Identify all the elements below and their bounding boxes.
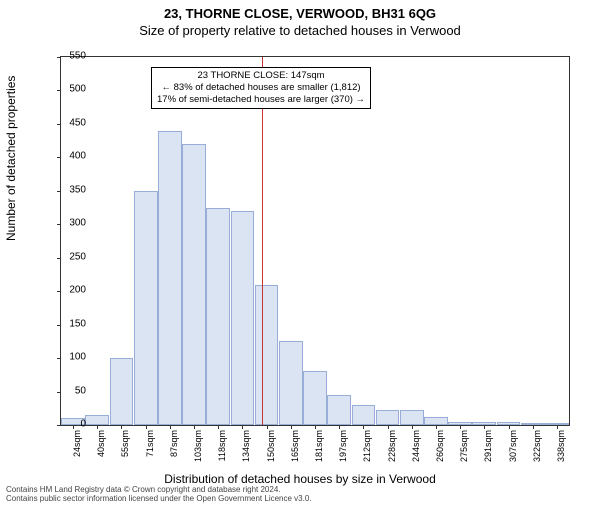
histogram-bar	[400, 410, 424, 425]
xtick-mark	[146, 425, 147, 429]
xtick-mark	[484, 425, 485, 429]
footer-attribution: Contains HM Land Registry data © Crown c…	[6, 486, 312, 504]
ytick-label: 200	[56, 285, 86, 296]
histogram-bar	[352, 405, 376, 425]
y-axis-label: Number of detached properties	[4, 76, 18, 241]
histogram-bar	[255, 285, 279, 426]
marker-line	[262, 57, 263, 425]
x-axis-label: Distribution of detached houses by size …	[0, 472, 600, 486]
histogram-bar	[206, 208, 230, 425]
xtick-mark	[242, 425, 243, 429]
xtick-label: 322sqm	[532, 430, 542, 470]
histogram-bar	[303, 371, 327, 425]
xtick-label: 228sqm	[387, 430, 397, 470]
callout-line: ← 83% of detached houses are smaller (1,…	[157, 82, 365, 94]
xtick-mark	[363, 425, 364, 429]
title-main: 23, THORNE CLOSE, VERWOOD, BH31 6QG	[0, 6, 600, 21]
title-sub: Size of property relative to detached ho…	[0, 23, 600, 38]
xtick-label: 307sqm	[508, 430, 518, 470]
ytick-label: 550	[56, 51, 86, 62]
ytick-label: 0	[56, 419, 86, 430]
histogram-bar	[110, 358, 134, 425]
xtick-label: 212sqm	[362, 430, 372, 470]
xtick-mark	[557, 425, 558, 429]
callout-line: 23 THORNE CLOSE: 147sqm	[157, 70, 365, 82]
xtick-mark	[218, 425, 219, 429]
histogram-bar	[279, 341, 303, 425]
ytick-label: 50	[56, 385, 86, 396]
xtick-label: 338sqm	[556, 430, 566, 470]
xtick-label: 165sqm	[290, 430, 300, 470]
xtick-mark	[194, 425, 195, 429]
xtick-label: 40sqm	[96, 430, 106, 470]
xtick-mark	[339, 425, 340, 429]
histogram-bar	[424, 417, 448, 425]
xtick-label: 55sqm	[120, 430, 130, 470]
histogram-bar	[376, 410, 400, 425]
xtick-label: 24sqm	[72, 430, 82, 470]
xtick-label: 291sqm	[483, 430, 493, 470]
callout-line: 17% of semi-detached houses are larger (…	[157, 94, 365, 106]
xtick-label: 275sqm	[459, 430, 469, 470]
xtick-mark	[436, 425, 437, 429]
histogram-bar	[327, 395, 351, 425]
ytick-label: 300	[56, 218, 86, 229]
xtick-mark	[267, 425, 268, 429]
xtick-label: 71sqm	[145, 430, 155, 470]
ytick-label: 350	[56, 184, 86, 195]
ytick-label: 150	[56, 318, 86, 329]
histogram-chart: 23 THORNE CLOSE: 147sqm← 83% of detached…	[60, 56, 570, 426]
xtick-label: 260sqm	[435, 430, 445, 470]
ytick-label: 100	[56, 352, 86, 363]
xtick-label: 103sqm	[193, 430, 203, 470]
histogram-bar	[134, 191, 158, 425]
histogram-bar	[182, 144, 206, 425]
ytick-label: 450	[56, 117, 86, 128]
histogram-bar	[85, 415, 109, 425]
xtick-mark	[170, 425, 171, 429]
xtick-mark	[291, 425, 292, 429]
xtick-mark	[460, 425, 461, 429]
xtick-mark	[412, 425, 413, 429]
xtick-mark	[97, 425, 98, 429]
xtick-label: 87sqm	[169, 430, 179, 470]
histogram-bar	[158, 131, 182, 425]
xtick-label: 197sqm	[338, 430, 348, 470]
xtick-label: 181sqm	[314, 430, 324, 470]
xtick-label: 150sqm	[266, 430, 276, 470]
xtick-mark	[388, 425, 389, 429]
xtick-label: 118sqm	[217, 430, 227, 470]
histogram-bar	[231, 211, 255, 425]
ytick-label: 250	[56, 251, 86, 262]
callout-box: 23 THORNE CLOSE: 147sqm← 83% of detached…	[151, 67, 371, 109]
xtick-mark	[315, 425, 316, 429]
xtick-mark	[533, 425, 534, 429]
xtick-mark	[121, 425, 122, 429]
ytick-label: 400	[56, 151, 86, 162]
xtick-mark	[509, 425, 510, 429]
ytick-label: 500	[56, 84, 86, 95]
xtick-label: 134sqm	[241, 430, 251, 470]
xtick-label: 244sqm	[411, 430, 421, 470]
